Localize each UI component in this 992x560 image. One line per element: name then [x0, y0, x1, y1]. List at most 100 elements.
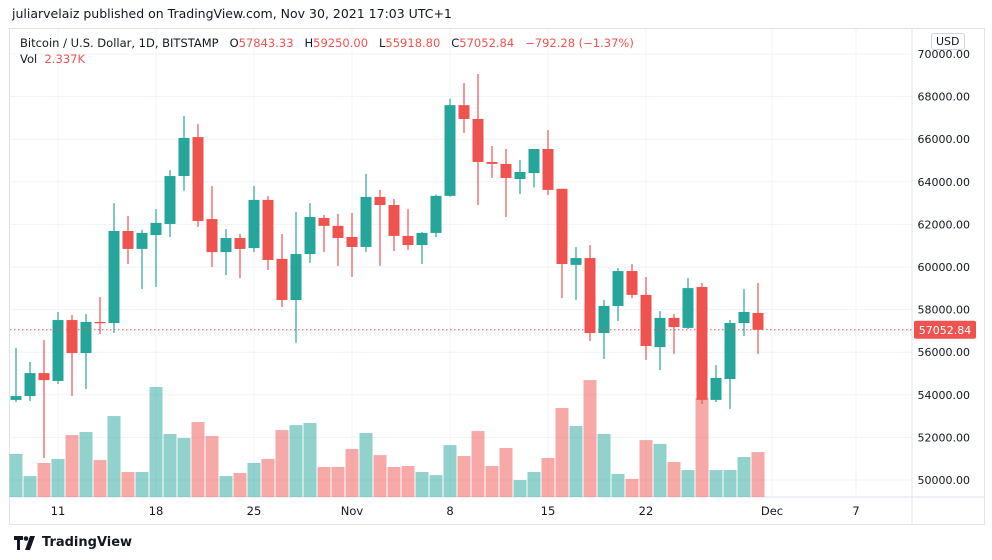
candle-body[interactable] [416, 232, 428, 246]
candle-body[interactable] [234, 238, 246, 249]
volume-bar [485, 466, 499, 497]
volume-bar [597, 433, 611, 497]
candle-body[interactable] [332, 225, 344, 239]
volume-bar [79, 432, 93, 497]
y-tick-label: 68000.00 [918, 91, 971, 104]
candle-body[interactable] [290, 254, 302, 301]
x-tick-label: 7 [852, 504, 859, 518]
volume-bar [527, 472, 541, 497]
volume-bar [303, 422, 317, 497]
open-value: 57843.33 [238, 36, 294, 50]
y-tick-label: 60000.00 [918, 261, 971, 274]
candle-body[interactable] [626, 271, 638, 295]
candle-body[interactable] [108, 231, 120, 324]
candle-body[interactable] [556, 188, 568, 265]
y-tick-label: 54000.00 [918, 389, 971, 402]
candle-body[interactable] [752, 312, 764, 330]
tradingview-logo-icon [14, 535, 35, 550]
candle-body[interactable] [458, 105, 470, 119]
candle-body[interactable] [24, 373, 36, 397]
last-price-label: 57052.84 [919, 324, 972, 337]
candle-body[interactable] [514, 172, 526, 180]
volume-bar [163, 433, 177, 497]
candle-body[interactable] [52, 320, 64, 381]
volume-value: 2.337K [44, 52, 85, 66]
volume-bar [639, 440, 653, 497]
volume-bar [205, 436, 219, 497]
volume-bar [583, 380, 597, 497]
candle-body[interactable] [150, 222, 162, 236]
volume-bar [681, 470, 695, 497]
volume-bar [51, 458, 65, 497]
y-tick-label: 66000.00 [918, 133, 971, 146]
volume-bar [331, 467, 345, 497]
footer-brand: TradingView [14, 535, 132, 550]
candle-body[interactable] [500, 163, 512, 178]
candle-body[interactable] [206, 219, 218, 253]
candle-body[interactable] [360, 196, 372, 247]
volume-bar [9, 453, 23, 497]
candle-body[interactable] [262, 199, 274, 260]
candle-body[interactable] [430, 195, 442, 233]
candle-body[interactable] [640, 294, 652, 347]
candle-body[interactable] [304, 216, 316, 255]
candle-body[interactable] [696, 287, 708, 400]
volume-bar [373, 455, 387, 497]
candle-body[interactable] [80, 321, 92, 354]
candle-body[interactable] [192, 137, 204, 221]
candle-body[interactable] [66, 320, 78, 354]
candle-body[interactable] [528, 148, 540, 174]
candle-body[interactable] [598, 305, 610, 334]
candle-body[interactable] [388, 205, 400, 236]
x-tick-label: 22 [639, 504, 654, 518]
chart-legend: Bitcoin / U.S. Dollar, 1D, BITSTAMP O578… [20, 35, 634, 67]
chart-frame [9, 28, 985, 525]
candle-body[interactable] [654, 317, 666, 348]
candle-body[interactable] [276, 258, 288, 301]
candle-body[interactable] [612, 271, 624, 306]
candle-body[interactable] [318, 218, 330, 226]
candle-body[interactable] [220, 238, 232, 253]
candle-body[interactable] [542, 148, 554, 190]
candle-body[interactable] [402, 235, 414, 246]
candle-body[interactable] [374, 196, 386, 206]
symbol-title[interactable]: Bitcoin / U.S. Dollar, 1D, BITSTAMP [20, 36, 219, 50]
x-tick-label: 15 [541, 504, 556, 518]
volume-label: Vol [20, 52, 38, 66]
candle-body[interactable] [584, 258, 596, 334]
low-label: L [379, 36, 386, 50]
candle-body[interactable] [570, 258, 582, 265]
candle-body[interactable] [738, 311, 750, 324]
candle-body[interactable] [444, 105, 456, 196]
volume-bar [709, 470, 723, 497]
volume-bar [387, 467, 401, 497]
candle-body[interactable] [486, 161, 498, 164]
candle-body[interactable] [122, 231, 134, 249]
candle-body[interactable] [38, 373, 50, 381]
y-tick-label: 56000.00 [918, 346, 971, 359]
volume-bar [93, 460, 107, 497]
candle-body[interactable] [10, 396, 22, 400]
volume-bar [65, 435, 79, 497]
candle-body[interactable] [248, 199, 260, 249]
open-label: O [229, 36, 239, 50]
candle-body[interactable] [178, 137, 190, 177]
candle-body[interactable] [472, 118, 484, 162]
candle-body[interactable] [164, 176, 176, 224]
candle-body[interactable] [346, 236, 358, 247]
volume-bar [37, 462, 51, 497]
candle-body[interactable] [710, 377, 722, 400]
candle-body[interactable] [682, 288, 694, 328]
volume-bar [219, 476, 233, 497]
volume-bar [177, 437, 191, 497]
low-value: 55918.80 [385, 36, 441, 50]
candle-body[interactable] [94, 321, 106, 324]
candle-body[interactable] [668, 317, 680, 328]
volume-bar [191, 422, 205, 497]
y-tick-label: 58000.00 [918, 304, 971, 317]
candle-body[interactable] [724, 323, 736, 380]
candle-body[interactable] [136, 232, 148, 249]
currency-button[interactable]: USD [931, 33, 965, 50]
volume-bar [541, 457, 555, 497]
